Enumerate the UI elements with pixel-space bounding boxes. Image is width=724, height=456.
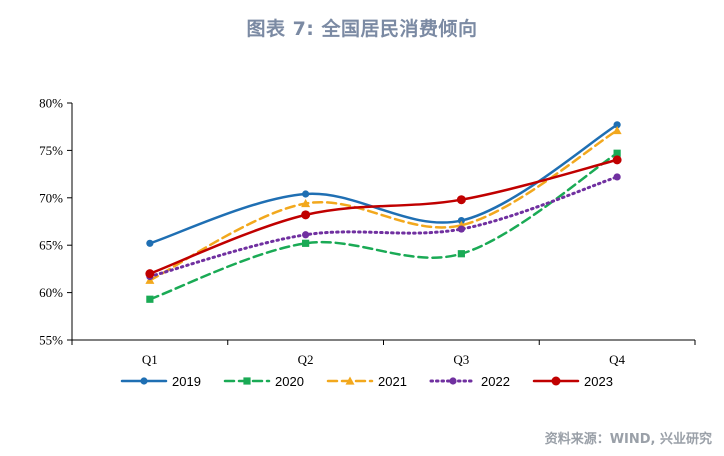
y-tick-label: 55%	[39, 333, 63, 348]
data-point-2019-Q3	[457, 216, 465, 225]
series-2022	[146, 173, 621, 281]
legend-swatch-marker	[449, 377, 457, 385]
data-point-2022-Q4	[613, 173, 621, 181]
data-point-2023-Q4	[612, 155, 622, 165]
legend-item-2021: 2021	[326, 374, 407, 389]
data-point-2020-Q1	[146, 295, 154, 303]
legend-label: 2019	[172, 374, 201, 389]
series-2023	[145, 155, 622, 279]
series-layer	[145, 121, 622, 303]
series-2019	[146, 121, 621, 247]
legend-label: 2020	[275, 374, 304, 389]
y-tick-label: 65%	[39, 238, 63, 253]
x-tick-label: Q3	[453, 352, 469, 367]
source-note: 资料来源：WIND, 兴业研究	[544, 432, 712, 447]
data-point-2020-Q3	[457, 250, 465, 258]
y-tick-label: 70%	[39, 190, 63, 205]
series-line-2019	[148, 123, 619, 245]
x-tick-label: Q1	[142, 352, 158, 367]
y-tick-label: 75%	[39, 143, 63, 158]
chart-legend: 2019 2020 2021 2022 2023	[120, 374, 613, 389]
chart-axes: 55% 60% 65% 70% 75% 80% Q1 Q2 Q3 Q4	[39, 96, 696, 367]
data-point-2022-Q3	[457, 225, 465, 233]
legend-label: 2021	[378, 374, 407, 389]
series-line-2022	[148, 175, 619, 278]
series-line-2023	[148, 158, 619, 275]
data-point-2020-Q4	[613, 149, 621, 157]
data-point-2021-Q2	[301, 198, 311, 208]
data-point-2019-Q2	[302, 190, 310, 198]
data-point-2021-Q4	[612, 125, 622, 135]
legend-label: 2022	[481, 374, 510, 389]
data-point-2019-Q4	[613, 121, 621, 129]
legend-item-2020: 2020	[223, 374, 304, 389]
data-point-2019-Q1	[146, 239, 154, 247]
legend-swatch-marker	[140, 377, 148, 385]
y-tick-label: 60%	[39, 285, 63, 300]
legend-swatch-marker	[551, 376, 561, 386]
legend-item-2023: 2023	[532, 374, 613, 389]
legend-label: 2023	[584, 374, 613, 389]
data-point-2023-Q2	[301, 210, 311, 220]
figure-title: 图表 7: 全国居民消费倾向	[246, 18, 478, 40]
x-tick-label: Q2	[298, 352, 314, 367]
x-tick-label: Q4	[609, 352, 625, 367]
legend-item-2019: 2019	[120, 374, 201, 389]
data-point-2023-Q1	[145, 269, 155, 279]
legend-swatch-marker	[243, 377, 251, 385]
data-point-2022-Q2	[302, 231, 310, 239]
data-point-2023-Q3	[456, 195, 466, 205]
data-point-2020-Q2	[302, 239, 310, 247]
legend-item-2022: 2022	[429, 374, 510, 389]
y-tick-label: 80%	[39, 96, 63, 111]
legend-swatch-marker	[345, 376, 355, 385]
